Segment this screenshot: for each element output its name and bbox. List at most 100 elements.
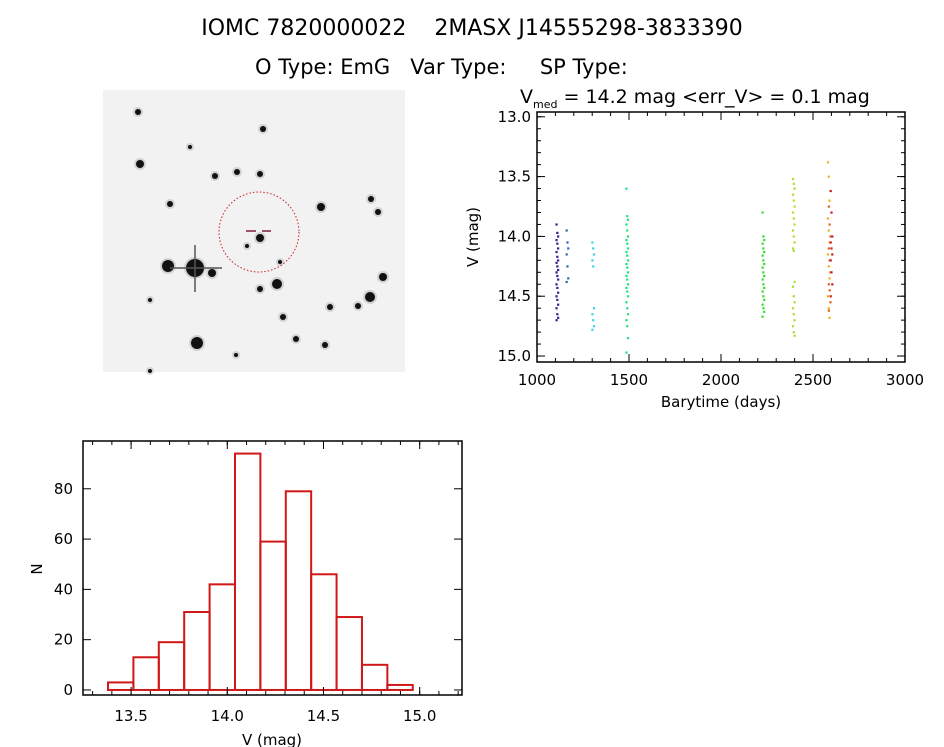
figure-title: IOMC 7820000022 2MASX J14555298-3833390: [201, 16, 743, 41]
lc-data-point: [591, 328, 594, 331]
lc-data-point: [761, 303, 764, 306]
lc-data-point: [831, 253, 834, 256]
lc-data-point: [592, 307, 596, 310]
lc-data-point: [625, 187, 628, 190]
histogram-bar: [183, 611, 211, 691]
lc-data-point: [828, 316, 831, 319]
lc-data-point: [792, 313, 795, 316]
lc-data-point: [625, 238, 628, 242]
hist-ylabel: N: [28, 563, 46, 574]
lc-data-point: [827, 309, 830, 312]
lc-data-point: [557, 247, 560, 250]
lc-data-point: [761, 211, 764, 214]
lc-data-point: [625, 351, 628, 354]
lc-data-point: [793, 319, 796, 322]
lc-data-point: [829, 259, 832, 262]
histogram-bar: [157, 641, 186, 691]
histogram-bar: [310, 573, 338, 691]
lc-data-point: [556, 242, 559, 245]
star: [234, 169, 240, 175]
lc-data-point: [827, 307, 830, 310]
lc-data-point: [625, 274, 628, 278]
lc-data-point: [626, 254, 629, 257]
lc-xlabel: Barytime (days): [661, 393, 781, 411]
lc-data-point: [626, 290, 629, 293]
lc-title: Vmed = 14.2 mag <err_V> = 0.1 mag: [520, 86, 870, 111]
lc-data-point: [761, 266, 764, 269]
star: [368, 196, 374, 202]
lc-data-point: [763, 286, 766, 290]
lc-data-point: [793, 241, 796, 244]
lc-data-point: [829, 301, 832, 304]
lc-data-point: [791, 325, 795, 328]
lc-data-point: [830, 271, 833, 274]
lc-data-point: [556, 231, 559, 235]
star: [257, 171, 263, 177]
lc-ytick-label: 13.5: [498, 168, 531, 186]
lc-data-point: [763, 274, 766, 278]
lc-data-point: [555, 295, 558, 298]
lc-data-point: [625, 286, 628, 290]
lc-data-point: [555, 307, 558, 310]
lc-data-point: [555, 271, 558, 274]
lc-data-point: [826, 295, 830, 298]
lc-data-point: [829, 189, 832, 193]
target-circle: [218, 191, 300, 273]
lc-data-point: [792, 182, 795, 185]
lc-data-point: [556, 255, 559, 258]
lc-data-point: [793, 280, 796, 284]
lc-data-point: [626, 242, 629, 245]
lc-data-point: [793, 205, 796, 208]
star: [365, 292, 375, 302]
lc-data-point: [793, 301, 796, 304]
lc-data-point: [831, 235, 834, 238]
lc-xtick-label: 2000: [702, 371, 740, 389]
histogram-bar: [335, 616, 363, 691]
star: [245, 244, 249, 248]
hist-axes-frame: [82, 440, 463, 696]
lc-axes-frame: [536, 111, 906, 363]
lc-data-point: [556, 286, 559, 290]
lc-data-point: [592, 325, 596, 328]
lc-ytick-label: 14.0: [498, 227, 531, 245]
stars: [133, 107, 389, 375]
histogram-bar: [360, 663, 389, 691]
lc-data-point: [763, 238, 766, 242]
star: [148, 369, 152, 373]
lc-data-point: [626, 271, 630, 274]
star: [379, 273, 387, 281]
lc-data-point: [826, 217, 830, 220]
lc-data-point: [761, 290, 764, 293]
star: [256, 234, 264, 242]
sky-image: [103, 90, 405, 375]
lc-data-point: [592, 265, 595, 268]
lc-data-point: [827, 247, 830, 250]
lc-data-point: [829, 241, 832, 244]
lc-data-point: [625, 319, 628, 322]
star: [272, 279, 282, 289]
star: [136, 160, 144, 168]
lc-data-point: [591, 241, 594, 244]
lc-data-point: [625, 223, 628, 226]
star: [191, 337, 203, 349]
lc-data-point: [625, 262, 628, 266]
lc-data-point: [827, 283, 830, 286]
lc-data-point: [566, 265, 569, 268]
lc-data-point: [792, 295, 795, 298]
lc-data-point: [793, 223, 796, 226]
lc-data-point: [592, 319, 595, 322]
star: [188, 145, 192, 149]
lc-data-point: [626, 229, 629, 232]
lc-data-point: [556, 274, 559, 278]
lc-data-point: [763, 262, 766, 266]
histogram-bar: [208, 583, 236, 691]
lc-data-point: [763, 298, 766, 301]
star: [162, 260, 174, 272]
lc-data-point: [555, 283, 558, 286]
lc-data-point: [793, 187, 796, 190]
lc-data-point: [792, 331, 795, 334]
lc-xtick-label: 1500: [610, 371, 648, 389]
lc-data-point: [626, 295, 630, 298]
lc-data-point: [565, 229, 568, 232]
star: [317, 203, 325, 211]
